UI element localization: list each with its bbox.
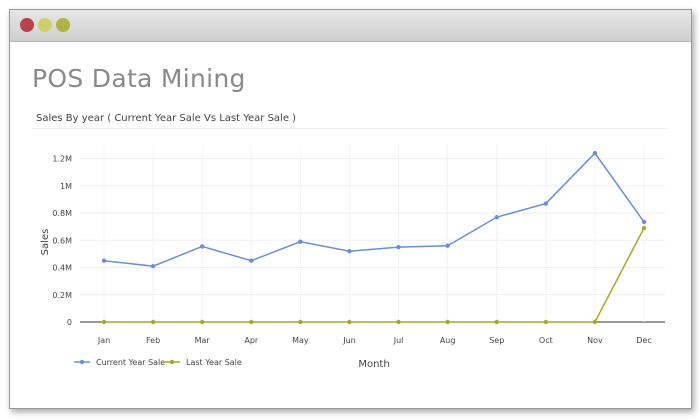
y-tick-label: 0.8M [52, 209, 72, 218]
y-tick-label: 1M [60, 182, 72, 191]
x-tick-label: Feb [146, 336, 160, 345]
data-point [199, 244, 205, 249]
data-point [543, 319, 549, 325]
chart-card-title: Sales By year ( Current Year Sale Vs Las… [36, 113, 297, 124]
y-axis-ticks: 0 0.2M 0.4M 0.6M 0.8M 1M 1.2M [52, 155, 72, 327]
data-point [641, 219, 647, 225]
x-tick-label: Nov [587, 336, 603, 345]
data-point [298, 319, 303, 325]
data-point [592, 150, 598, 156]
maximize-window-icon[interactable] [56, 18, 70, 32]
x-tick-label: Jun [342, 336, 356, 345]
window-titlebar [10, 10, 691, 42]
x-tick-label: Mar [195, 336, 211, 345]
data-point [249, 319, 254, 325]
x-axis-ticks: Jan Feb Mar Apr May Jun Jul Aug Sep Oct Nov Dec [97, 336, 652, 345]
y-tick-label: 0.2M [52, 291, 72, 300]
data-point [445, 319, 450, 325]
y-tick-label: 0.6M [52, 236, 72, 245]
x-tick-label: Jan [97, 336, 110, 345]
x-tick-label: Apr [244, 336, 259, 345]
data-point [396, 319, 401, 325]
x-tick-label: Sep [489, 336, 504, 345]
data-point [298, 239, 303, 244]
app-window: POS Data Mining Sales By year ( Current … [9, 9, 692, 409]
series-line [103, 152, 645, 267]
x-axis-label: Month [358, 359, 389, 370]
data-point [641, 225, 647, 231]
minimize-window-icon[interactable] [38, 18, 52, 32]
legend-entry: Current Year Sale [96, 358, 165, 367]
data-point [347, 319, 352, 325]
y-tick-label: 0.4M [52, 264, 72, 273]
data-point [150, 319, 156, 325]
data-point [543, 201, 549, 206]
x-tick-label: Dec [636, 336, 651, 345]
page-title: POS Data Mining [32, 64, 246, 93]
y-tick-label: 1.2M [52, 155, 72, 164]
series-line [104, 227, 645, 323]
data-point [494, 319, 499, 325]
x-tick-label: Oct [539, 336, 553, 345]
data-point [347, 249, 352, 254]
data-point [396, 244, 401, 250]
card-divider [32, 128, 668, 129]
chart-series [101, 150, 647, 325]
data-point [199, 319, 205, 325]
close-window-icon[interactable] [20, 18, 34, 32]
data-point [249, 258, 254, 263]
x-tick-label: Aug [440, 336, 456, 345]
legend-swatch-marker [79, 359, 85, 365]
chart-legend: Current Year Sale Last Year Sale [74, 358, 242, 367]
legend-entry: Last Year Sale [186, 358, 242, 367]
data-point [101, 258, 107, 263]
y-tick-label: 0 [67, 318, 72, 327]
y-axis-label: Sales [40, 229, 51, 256]
x-tick-label: May [292, 336, 309, 345]
data-point [101, 319, 107, 325]
legend-swatch-marker [169, 359, 175, 365]
data-point [494, 214, 499, 220]
x-tick-label: Jul [393, 336, 404, 345]
data-point [445, 243, 450, 248]
data-point [592, 319, 598, 325]
data-point [150, 263, 156, 269]
